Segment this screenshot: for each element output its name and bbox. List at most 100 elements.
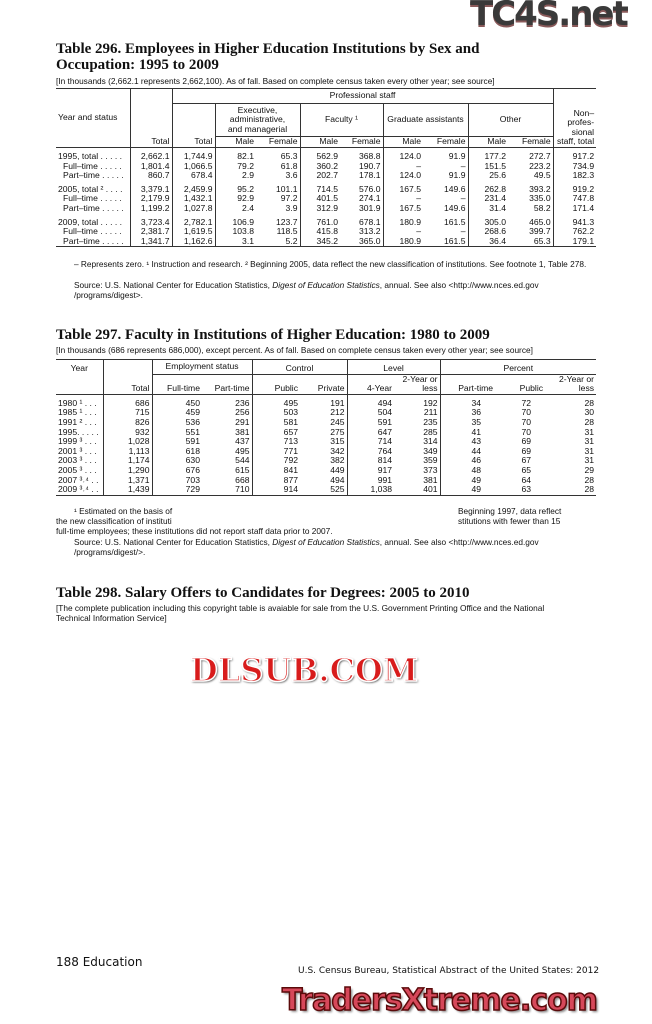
cell-value: 3.9 [285, 202, 298, 213]
cell-value: 437 [235, 436, 250, 447]
cell-value: 342 [330, 445, 345, 456]
cell-value: 31 [584, 436, 595, 447]
header-public: Public [519, 383, 544, 394]
cell-value: 256 [235, 407, 250, 418]
row-label: 2005, total ² . . . . [58, 183, 123, 194]
cell-value: 2,782.1 [171, 213, 215, 228]
row-label: 2001 ³ . . . [58, 446, 97, 456]
header-employment-status: Employment status [151, 359, 253, 375]
cell-value: 61.8 [280, 160, 298, 171]
header-fouryear: 4-Year [346, 374, 395, 395]
table-297: Year Employment status Control Level Per… [56, 359, 597, 496]
cell-value: 95.2 [214, 180, 256, 195]
cell-value: – [460, 160, 466, 171]
header-level: Level [346, 359, 441, 375]
cell-value: 764 [346, 446, 395, 457]
table-296-title: Table 296. Employees in Higher Education… [56, 41, 480, 73]
cell-value: 373 [423, 464, 438, 475]
cell-value: 63 [521, 484, 532, 495]
header-total: Total [102, 374, 152, 395]
cell-value: 991 [346, 475, 395, 486]
cell-value: 686 [102, 394, 152, 409]
cell-value: 49 [439, 475, 496, 486]
cell-value: 393.2 [529, 183, 551, 194]
cell-value: 365.0 [358, 235, 381, 246]
cell-value: 381 [423, 474, 438, 485]
cell-value: 359 [423, 455, 438, 466]
cell-value: 72 [521, 397, 532, 408]
row-label: Full–time . . . . . [63, 227, 122, 237]
table-296-subtitle: [In thousands (2,662.1 represents 2,662,… [56, 76, 495, 86]
cell-value: 124.0 [382, 171, 423, 181]
cell-value: 31 [584, 455, 595, 466]
cell-value: 841 [251, 465, 301, 476]
table-row: 2009 ³˒⁴ . . 1,439 729 710 914 525 1,038 401 49 6… [56, 484, 597, 496]
cell-value: 503 [251, 408, 301, 418]
cell-value: 58.2 [533, 202, 551, 213]
cell-value: 494 [330, 474, 345, 485]
cell-value: 449 [330, 464, 345, 475]
table-row: Full–time . . . . . 2,381.7 1,619.5 103.8 11… [56, 227, 597, 237]
header-fulltime: Full-time [151, 374, 202, 395]
cell-value: 2,381.7 [129, 227, 172, 237]
cell-value: 231.4 [467, 194, 508, 204]
table-row: 2007 ³˒⁴ . . 1,371 703 668 877 494 991 381 49 64 2… [56, 474, 596, 486]
cell-value: 1,439 [102, 484, 152, 496]
cell-value: 43 [439, 437, 496, 447]
cell-value: 714.5 [299, 180, 340, 195]
table-row: Full–time . . . . . 1,801.4 1,066.5 79.2 61.… [56, 160, 597, 172]
cell-value: 1,290 [102, 465, 152, 476]
cell-value: 591 [346, 417, 395, 428]
header-faculty: Faculty ¹ [299, 103, 383, 137]
cell-value: 70 [521, 426, 532, 437]
cell-value: 368.8 [358, 150, 381, 161]
row-label: 2007 ³˒⁴ . . [58, 475, 99, 485]
cell-value: 941.3 [552, 213, 597, 228]
cell-value: 180.9 [382, 213, 423, 228]
cell-value: 202.7 [299, 171, 340, 181]
header-male: Male [382, 136, 423, 148]
cell-value: – [382, 161, 423, 172]
cell-value: 615 [235, 464, 250, 475]
row-label: Part–time . . . . . [63, 236, 124, 246]
cell-value: 576.0 [358, 183, 381, 194]
cell-value: 182.3 [552, 171, 597, 181]
header-twoyear: 2-Year or less [559, 373, 595, 394]
cell-value: 676 [151, 465, 202, 476]
cell-value: 69 [521, 445, 532, 456]
cell-value: 312.9 [299, 203, 340, 214]
table-row: 2001 ³ . . . 1,113 618 495 771 342 764 349 44 69 3… [56, 445, 596, 457]
cell-value: 5.2 [285, 235, 298, 246]
page-number-section: 188 Education [56, 955, 143, 969]
row-label: Full–time . . . . . [63, 194, 122, 204]
cell-value: 28 [584, 397, 595, 408]
cell-value: 860.7 [129, 171, 172, 181]
cell-value: 3,723.4 [129, 213, 172, 228]
cell-value: 70 [521, 407, 532, 418]
cell-value: 2.4 [214, 203, 256, 214]
table-row: Full–time . . . . . 2,179.9 1,432.1 92.9 97.… [56, 193, 597, 204]
cell-value: 715 [102, 408, 152, 418]
row-label: 1991 ² . . . [58, 417, 97, 427]
table-row: Part–time . . . . . 1,199.2 1,027.8 2.4 3.9 3… [56, 202, 597, 214]
cell-value: 46 [439, 456, 496, 466]
header-male: Male [467, 136, 508, 148]
cell-value: 917.2 [552, 147, 597, 162]
table-row: 2005, total ² . . . . 3,379.1 2,459.9 95.2 1… [56, 180, 597, 195]
cell-value: 761.0 [299, 213, 340, 228]
cell-value: 64 [521, 474, 532, 485]
cell-value: 161.5 [443, 235, 466, 246]
cell-value: 97.2 [280, 193, 298, 204]
header-female: Female [508, 136, 554, 148]
table-row: 2005 ³ . . . 1,290 676 615 841 449 917 373 48 65 2… [56, 464, 596, 476]
header-other: Other [467, 103, 554, 137]
cell-value: 1,066.5 [171, 161, 215, 172]
row-label: Part–time . . . . . [63, 203, 124, 213]
table-297-footnote: ¹ Estimated on the basis of Beginning 199… [56, 506, 562, 536]
cell-value: 291 [235, 416, 250, 427]
cell-value: 657 [251, 427, 301, 438]
cell-value: – [382, 227, 423, 237]
cell-value: 245 [330, 416, 345, 427]
cell-value: 1,371 [102, 475, 152, 486]
cell-value: 1,028 [102, 437, 152, 447]
